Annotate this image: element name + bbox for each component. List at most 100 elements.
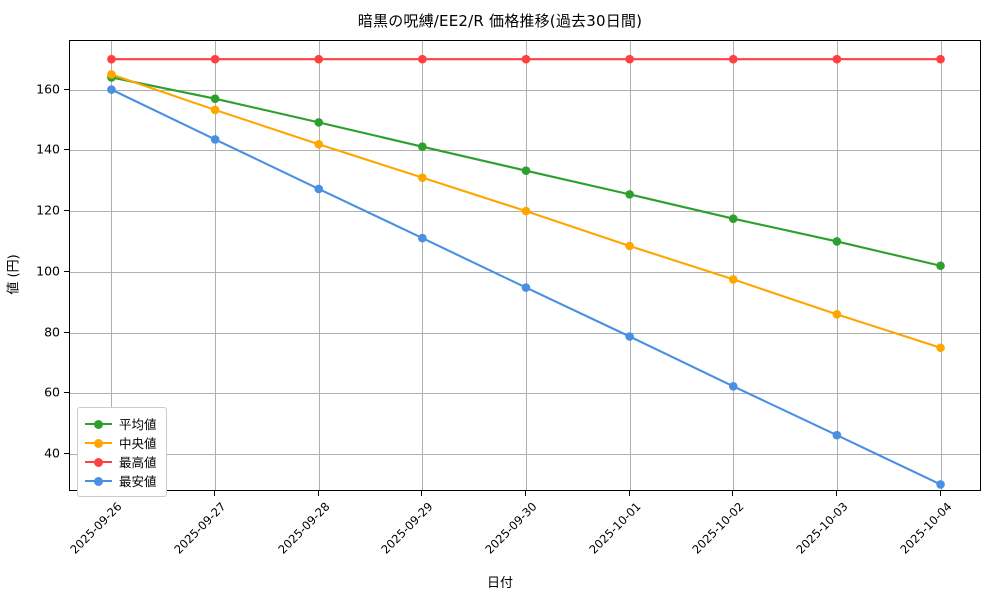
data-point-marker: [625, 241, 634, 251]
data-point-marker: [521, 54, 531, 64]
x-tick-mark: [214, 491, 216, 496]
y-axis-label: 値 (円): [6, 254, 22, 295]
legend-item[interactable]: 中央値: [85, 433, 157, 452]
plot-area: [69, 40, 981, 491]
x-tick-mark: [835, 491, 837, 496]
y-tick-mark: [64, 149, 69, 151]
data-point-marker: [936, 480, 945, 489]
legend-label: 最高値: [119, 455, 157, 470]
gridline-horizontal: [70, 332, 980, 334]
gridline-vertical: [111, 41, 113, 490]
data-point-marker: [936, 54, 945, 64]
y-tick-mark: [64, 392, 69, 394]
y-axis-ticks: [0, 40, 70, 491]
x-axis-label: 日付: [486, 576, 513, 591]
data-point-marker: [418, 233, 427, 243]
data-point-marker: [107, 54, 116, 64]
x-tick-label: 2025-09-30: [482, 499, 540, 557]
y-axis-tick-labels: 40 60 80 100 120 140 160: [0, 40, 60, 491]
data-point-marker: [521, 283, 531, 292]
data-point-marker: [418, 142, 427, 151]
data-point-marker: [728, 214, 738, 223]
data-point-marker: [210, 105, 220, 115]
y-tick-label: 100: [36, 263, 60, 279]
gridline-vertical: [215, 41, 217, 490]
legend-color-swatch: [85, 456, 112, 468]
x-tick-label: 2025-10-04: [896, 499, 955, 557]
x-tick-label: 2025-10-01: [585, 499, 644, 557]
data-point-marker: [210, 54, 220, 64]
x-tick-label: 2025-10-02: [689, 499, 747, 557]
data-point-marker: [418, 173, 427, 182]
data-point-marker: [625, 332, 634, 341]
y-tick-mark: [64, 453, 69, 455]
gridline-vertical: [629, 41, 631, 490]
x-tick-mark: [628, 491, 630, 496]
data-point-marker: [521, 206, 531, 216]
legend-color-swatch: [85, 418, 112, 430]
legend-item[interactable]: 平均値: [85, 414, 157, 433]
data-point-marker: [625, 190, 634, 199]
legend-color-swatch: [85, 475, 112, 487]
data-point-marker: [107, 70, 116, 79]
data-point-marker: [314, 139, 324, 149]
data-point-marker: [625, 54, 634, 64]
y-tick-label: 40: [44, 445, 60, 461]
gridline-horizontal: [70, 89, 980, 91]
data-point-marker: [210, 135, 220, 144]
gridline-horizontal: [70, 271, 980, 273]
data-point-marker: [728, 382, 738, 391]
data-point-marker: [832, 54, 842, 64]
y-tick-mark: [64, 88, 69, 90]
data-point-marker: [521, 166, 531, 175]
legend-label: 中央値: [119, 436, 157, 451]
gridline-vertical: [733, 41, 735, 490]
gridline-horizontal: [70, 393, 980, 395]
data-point-marker: [936, 261, 945, 271]
data-point-marker: [314, 184, 324, 194]
y-tick-mark: [64, 270, 69, 272]
data-point-marker: [210, 94, 220, 104]
data-point-marker: [728, 54, 738, 64]
gridline-horizontal: [70, 150, 980, 152]
gridline-horizontal: [70, 454, 980, 456]
gridline-vertical: [318, 41, 320, 490]
legend-marker-icon: [94, 438, 103, 448]
y-tick-label: 140: [36, 141, 60, 157]
chart-legend: 平均値中央値最高値最安値: [77, 407, 167, 497]
x-tick-label: 2025-09-26: [67, 499, 125, 557]
x-tick-mark: [732, 491, 734, 496]
data-point-marker: [832, 430, 842, 440]
data-point-marker: [936, 343, 945, 353]
x-tick-label: 2025-09-28: [275, 499, 333, 557]
legend-marker-icon: [94, 419, 103, 429]
chart-title: 暗黒の呪縛/EE2/R 価格推移(過去30日間): [357, 12, 643, 30]
gridline-vertical: [836, 41, 838, 490]
y-tick-mark: [64, 331, 69, 333]
x-tick-label: 2025-09-27: [171, 499, 229, 557]
legend-marker-icon: [94, 457, 103, 467]
legend-item[interactable]: 最高値: [85, 452, 157, 471]
x-tick-label: 2025-09-29: [378, 499, 436, 557]
x-tick-mark: [421, 491, 423, 496]
legend-label: 平均値: [119, 417, 157, 432]
y-tick-label: 60: [44, 384, 60, 400]
legend-color-swatch: [85, 437, 112, 449]
y-tick-label: 80: [44, 324, 60, 340]
legend-marker-icon: [94, 476, 103, 486]
data-point-marker: [314, 118, 324, 127]
data-point-marker: [832, 237, 842, 246]
legend-label: 最安値: [119, 474, 157, 489]
x-tick-label: 2025-10-03: [793, 499, 851, 557]
x-tick-mark: [525, 491, 526, 496]
y-tick-label: 160: [36, 81, 60, 97]
gridline-vertical: [526, 41, 527, 490]
data-point-marker: [314, 54, 324, 64]
legend-item[interactable]: 最安値: [85, 471, 157, 490]
y-tick-label: 120: [36, 202, 60, 218]
x-tick-mark: [939, 491, 941, 496]
data-point-marker: [832, 310, 842, 319]
data-point-marker: [107, 85, 116, 94]
gridline-vertical: [422, 41, 424, 490]
data-point-marker: [418, 54, 427, 64]
